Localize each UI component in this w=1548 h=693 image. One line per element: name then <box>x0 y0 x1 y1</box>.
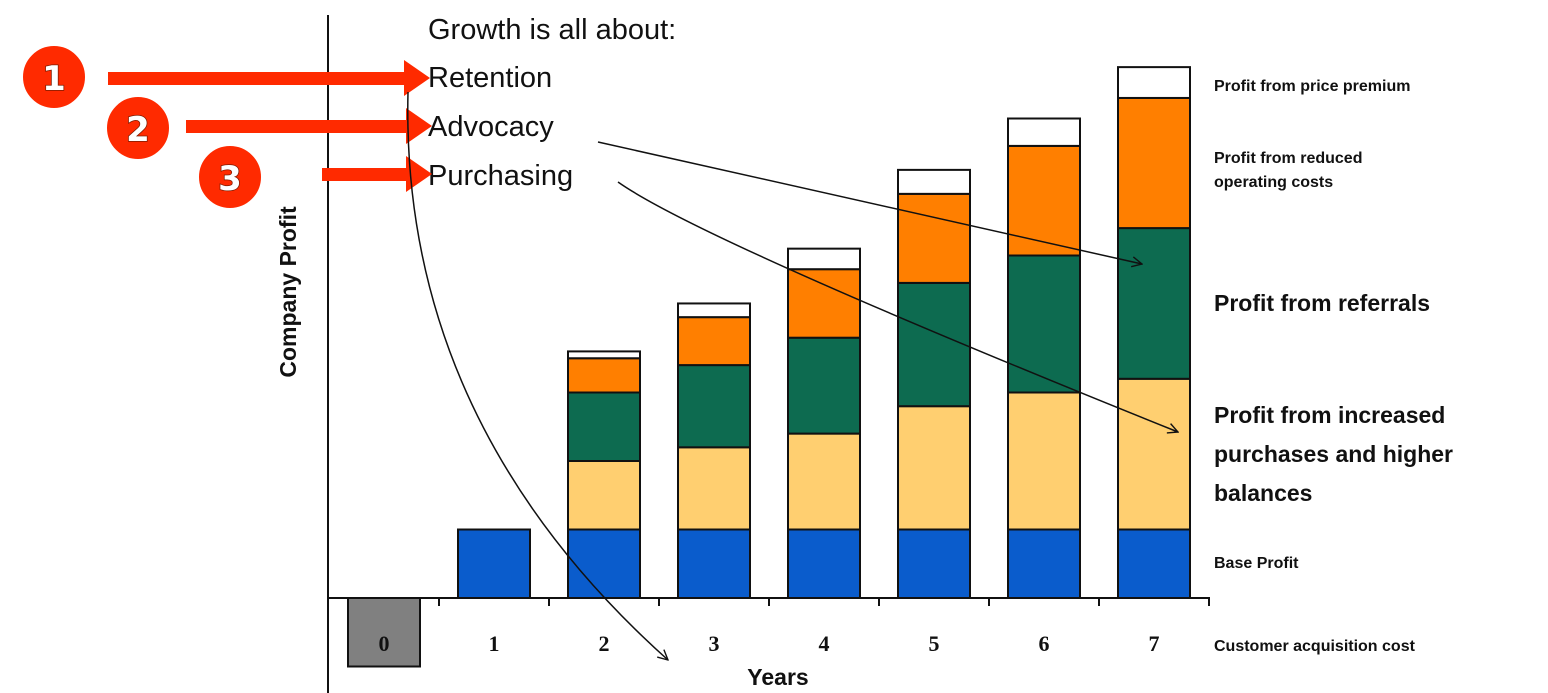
bar-year-2-series-5 <box>567 350 641 360</box>
svg-text:2: 2 <box>126 110 150 150</box>
legend-reduced-costs-line1: Profit from reduced <box>1214 150 1362 167</box>
red-arrow-2 <box>186 108 432 144</box>
bar-year-3-series-2 <box>677 446 751 531</box>
bar-year-6-series-4 <box>1007 144 1081 257</box>
badge-1: 1 <box>17 40 91 114</box>
bar-year-6-series-3 <box>1007 254 1081 394</box>
bar-year-5-series-2 <box>897 405 971 531</box>
x-tick-label-5: 5 <box>929 631 940 656</box>
bar-year-2-series-2 <box>567 460 641 531</box>
x-tick-label-0: 0 <box>379 631 390 656</box>
growth-heading: Growth is all about: <box>428 14 676 46</box>
legend-base-profit: Base Profit <box>1214 555 1299 572</box>
bar-year-7-series-3 <box>1117 227 1191 380</box>
bar-year-6-series-2 <box>1007 391 1081 531</box>
legend-purchases-line2: purchases and higher <box>1214 441 1453 467</box>
bar-year-2-series-1 <box>567 528 641 599</box>
x-tick-label-7: 7 <box>1149 631 1160 656</box>
bar-year-2-series-3 <box>567 391 641 462</box>
bar-year-6-series-5 <box>1007 117 1081 147</box>
bar-year-7-series-5 <box>1117 66 1191 99</box>
x-tick-label-2: 2 <box>599 631 610 656</box>
red-arrow-1 <box>108 60 430 96</box>
bar-year-5-series-3 <box>897 281 971 408</box>
badge-3: 3 <box>193 140 267 214</box>
growth-item-purchasing: Purchasing <box>428 160 573 192</box>
bar-year-5-series-4 <box>897 192 971 284</box>
arrow-purchasing-to-purchases <box>617 181 1178 432</box>
x-axis-ticks <box>438 598 1210 606</box>
red-arrow-3 <box>322 156 432 192</box>
bar-year-3-series-1 <box>677 528 751 599</box>
arrow-retention-to-year3 <box>407 91 668 660</box>
bar-year-3-series-5 <box>677 302 751 319</box>
bar-year-4-series-2 <box>787 432 861 531</box>
bar-year-3-series-4 <box>677 316 751 367</box>
bar-year-6-series-1 <box>1007 528 1081 599</box>
bar-year-1-series-1 <box>457 528 531 599</box>
bar-year-3-series-3 <box>677 364 751 449</box>
x-tick-labels: 0 1 2 3 4 5 6 7 <box>379 631 1160 656</box>
stacked-bars <box>347 66 1191 668</box>
bar-year-0-series-0 <box>347 597 421 668</box>
x-tick-label-4: 4 <box>819 631 830 656</box>
badge-2: 2 <box>101 91 175 165</box>
legend-price-premium: Profit from price premium <box>1214 78 1410 95</box>
bar-year-4-series-3 <box>787 336 861 435</box>
legend-reduced-costs-line2: operating costs <box>1214 174 1333 191</box>
legend-purchases-line1: Profit from increased <box>1214 402 1445 428</box>
bar-year-7-series-1 <box>1117 528 1191 599</box>
bar-year-7-series-4 <box>1117 96 1191 230</box>
bar-year-5-series-5 <box>897 168 971 195</box>
legend-acquisition-cost: Customer acquisition cost <box>1214 638 1416 655</box>
bar-year-7-series-2 <box>1117 377 1191 531</box>
svg-text:1: 1 <box>42 59 66 99</box>
y-axis-title: Company Profit <box>275 206 301 378</box>
x-tick-label-6: 6 <box>1039 631 1050 656</box>
bar-year-4-series-1 <box>787 528 861 599</box>
x-axis-title: Years <box>747 664 808 690</box>
x-tick-label-3: 3 <box>709 631 720 656</box>
growth-item-advocacy: Advocacy <box>428 111 554 143</box>
legend-referrals: Profit from referrals <box>1214 290 1430 316</box>
legend-purchases-line3: balances <box>1214 480 1312 506</box>
bar-year-4-series-5 <box>787 247 861 271</box>
svg-text:3: 3 <box>218 159 242 199</box>
bar-year-5-series-1 <box>897 528 971 599</box>
growth-item-retention: Retention <box>428 62 552 94</box>
arrow-advocacy-to-referrals <box>597 141 1142 264</box>
bar-year-2-series-4 <box>567 357 641 394</box>
x-tick-label-1: 1 <box>489 631 500 656</box>
bar-year-4-series-4 <box>787 268 861 339</box>
